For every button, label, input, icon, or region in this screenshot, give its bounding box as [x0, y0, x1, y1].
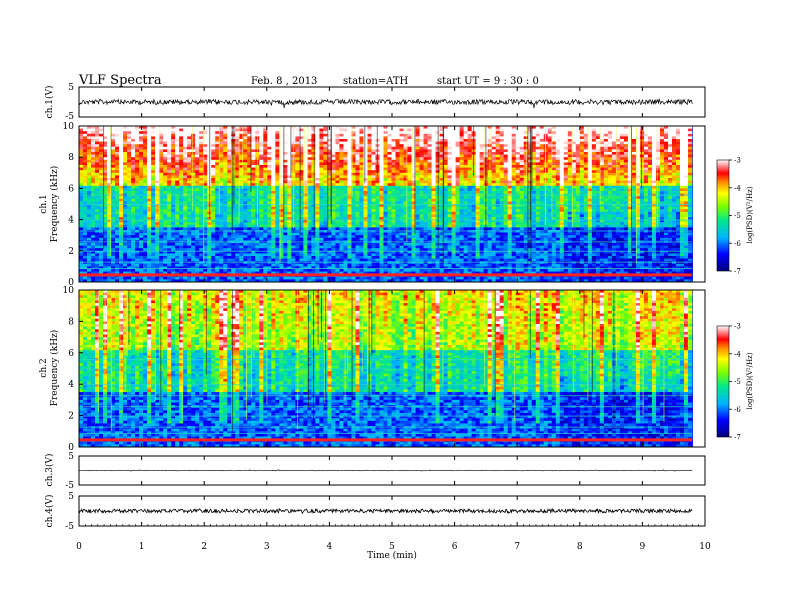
frequency-tick-label: 2 — [68, 247, 74, 257]
ch2-spec-ylabel-channel: ch.2 — [39, 358, 49, 377]
colorbar-tick-label: -3 — [734, 323, 741, 331]
ch2-spec-ylabel-frequency: Frequency (kHz) — [49, 330, 60, 407]
colorbar-tick-label: -5 — [734, 378, 741, 386]
colorbar-tick-label: -7 — [734, 434, 741, 442]
time-axis-tick-labels: 0 1 2 3 4 5 6 7 8 9 10 — [76, 542, 711, 552]
ch1-waveform-trace — [78, 98, 693, 109]
colorbar-tick-label: -7 — [734, 268, 741, 276]
ch3-ylabel: ch.3(V) — [44, 454, 55, 487]
time-tick-label: 3 — [264, 542, 270, 552]
colorbar-tick-label: -5 — [734, 212, 741, 220]
ch4-ytick-bottom: -5 — [65, 522, 74, 532]
frequency-tick-label: 0 — [68, 443, 74, 453]
ch2-frequency-ticks: 0 2 4 6 8 10 — [63, 286, 83, 453]
frequency-tick-label: 0 — [68, 278, 74, 288]
time-axis-ticks — [78, 87, 706, 526]
frequency-tick-label: 2 — [68, 412, 74, 422]
header-start-time: start UT = 9 : 30 : 0 — [437, 76, 539, 87]
header-station: station=ATH — [343, 76, 409, 87]
frequency-tick-label: 10 — [63, 286, 75, 296]
ch2-spectrogram-heatmap — [79, 290, 693, 448]
time-tick-label: 0 — [76, 542, 82, 552]
colorbar-tick-label: -4 — [734, 350, 741, 358]
time-tick-label: 10 — [699, 542, 711, 552]
ch1-colorbar-ticks: -3 -4 -5 -6 -7 — [729, 157, 741, 276]
frequency-tick-label: 8 — [68, 317, 74, 327]
frequency-tick-label: 4 — [68, 380, 74, 390]
time-tick-label: 9 — [640, 542, 646, 552]
ch4-waveform-panel: 5 -5 ch.4(V) — [44, 492, 706, 532]
time-tick-label: 1 — [139, 542, 145, 552]
ch3-ytick-top: 5 — [68, 452, 74, 462]
ch1-spec-ylabel-frequency: Frequency (kHz) — [49, 166, 60, 243]
colorbar-tick-label: -3 — [734, 157, 741, 165]
colorbar-tick-label: -6 — [734, 406, 741, 414]
ch1-ytick-bottom: -5 — [65, 112, 74, 122]
ch2-colorbar-label: log(PSD)(V²/Hz) — [746, 352, 754, 409]
ch2-colorbar-gradient — [716, 325, 730, 438]
ch3-ytick-bottom: -5 — [65, 481, 74, 491]
frequency-tick-label: 10 — [63, 122, 75, 132]
ch3-waveform-trace — [78, 469, 693, 472]
ch1-spectrogram-heatmap — [79, 126, 693, 283]
frequency-tick-label: 8 — [68, 153, 74, 163]
time-tick-label: 8 — [577, 542, 583, 552]
time-axis-label: Time (min) — [367, 550, 417, 561]
time-tick-label: 7 — [514, 542, 520, 552]
ch4-waveform-trace — [78, 507, 693, 515]
frequency-tick-label: 4 — [68, 216, 74, 226]
time-tick-label: 4 — [327, 542, 333, 552]
time-tick-label: 2 — [201, 542, 207, 552]
time-tick-label: 5 — [389, 542, 395, 552]
ch2-spectrogram-panel: 0 2 4 6 8 10 ch.2 Frequency (kHz) — [39, 286, 706, 453]
figure-title: VLF Spectra — [78, 73, 162, 88]
ch1-ytick-top: 5 — [68, 83, 74, 93]
ch1-colorbar-label: log(PSD)(V²/Hz) — [746, 186, 754, 243]
colorbar-tick-label: -4 — [734, 184, 741, 192]
frequency-tick-label: 6 — [68, 349, 74, 359]
ch3-waveform-panel: 5 -5 ch.3(V) — [44, 452, 706, 491]
frequency-tick-label: 6 — [68, 184, 74, 194]
ch1-colorbar: -3 -4 -5 -6 -7 log(PSD)(V²/Hz) — [716, 157, 754, 276]
time-tick-label: 6 — [452, 542, 458, 552]
ch1-frequency-ticks: 0 2 4 6 8 10 — [63, 122, 83, 288]
ch2-colorbar-ticks: -3 -4 -5 -6 -7 — [729, 323, 741, 442]
header-date: Feb. 8 , 2013 — [251, 76, 317, 87]
ch1-spectrogram-panel: 0 2 4 6 8 10 ch.1 Frequency (kHz) — [39, 122, 706, 288]
colorbar-tick-label: -6 — [734, 240, 741, 248]
ch2-colorbar: -3 -4 -5 -6 -7 log(PSD)(V²/Hz) — [716, 323, 754, 442]
ch4-ytick-top: 5 — [68, 492, 74, 502]
ch1-waveform-panel: 5 -5 ch.1(V) — [44, 83, 706, 122]
ch1-ylabel: ch.1(V) — [44, 86, 55, 119]
ch4-ylabel: ch.4(V) — [44, 495, 55, 528]
ch1-colorbar-gradient — [716, 159, 730, 272]
ch1-spec-ylabel-channel: ch.1 — [39, 194, 49, 213]
